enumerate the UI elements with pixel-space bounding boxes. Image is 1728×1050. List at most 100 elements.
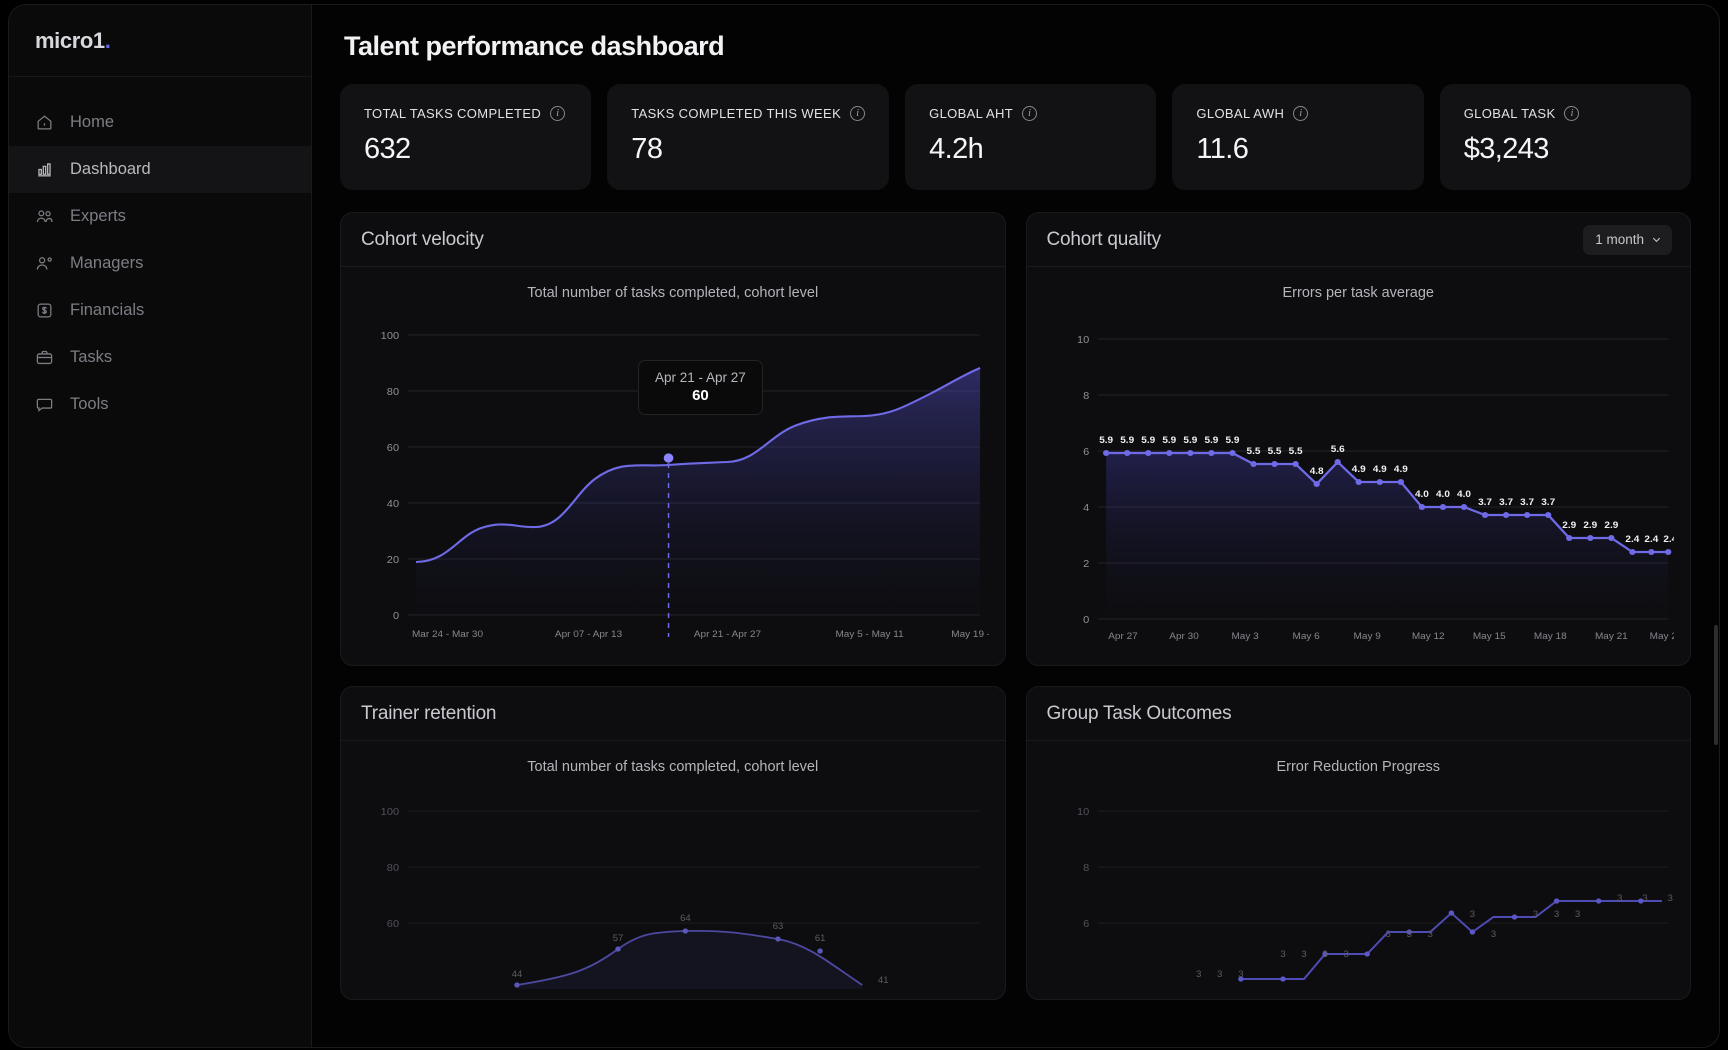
svg-text:57: 57	[613, 933, 624, 943]
panel-body: Total number of tasks completed, cohort …	[341, 267, 1005, 665]
brand-logo[interactable]: micro1.	[35, 27, 111, 54]
svg-text:Apr 27: Apr 27	[1108, 631, 1137, 642]
group-task-outcomes-svg: 10 8 6 3 3	[1077, 806, 1672, 982]
stat-card-total-tasks-completed: TOTAL TASKS COMPLETED i 632	[340, 84, 592, 190]
stat-value: 4.2h	[929, 133, 984, 165]
app-window: micro1. Home Dashboard Experts	[8, 4, 1720, 1048]
svg-text:3: 3	[1322, 949, 1327, 959]
panel-group-task-outcomes: Group Task Outcomes Error Reduction Prog…	[1025, 686, 1691, 1000]
svg-text:5.9: 5.9	[1120, 435, 1134, 446]
info-icon[interactable]: i	[1293, 106, 1309, 121]
sidebar-item-experts[interactable]: Experts	[9, 193, 311, 240]
svg-text:80: 80	[387, 386, 399, 398]
svg-text:3: 3	[1553, 909, 1558, 919]
svg-text:5.9: 5.9	[1204, 435, 1218, 446]
chart-subtitle: Total number of tasks completed, cohort …	[527, 285, 819, 301]
svg-text:Apr 07 - Apr 13: Apr 07 - Apr 13	[555, 629, 622, 640]
chat-icon	[35, 395, 54, 414]
panel-body: Errors per task average	[1027, 267, 1691, 665]
svg-text:May 15: May 15	[1472, 631, 1505, 642]
brand-dot: .	[104, 27, 111, 53]
sidebar-item-label: Managers	[70, 254, 144, 272]
chart-subtitle: Total number of tasks completed, cohort …	[527, 759, 819, 775]
chart-cohort-velocity[interactable]: 100 80 60 40 20 0	[357, 315, 989, 655]
stat-card-global-awh: GLOBAL AWH i 11.6	[1172, 84, 1424, 190]
svg-text:6: 6	[1083, 918, 1089, 930]
svg-text:4.9: 4.9	[1372, 464, 1386, 475]
svg-text:2.4: 2.4	[1663, 534, 1674, 545]
panel-header: Trainer retention	[341, 687, 1005, 741]
svg-text:3: 3	[1238, 969, 1243, 979]
svg-text:60: 60	[387, 442, 399, 454]
svg-text:80: 80	[387, 862, 399, 874]
svg-text:May 5 - May 11: May 5 - May 11	[835, 629, 903, 640]
stat-label-row: GLOBAL AHT i	[929, 106, 1132, 121]
user-gear-icon	[35, 254, 54, 273]
panel-header: Cohort quality 1 month	[1026, 213, 1690, 267]
stat-label-row: TOTAL TASKS COMPLETED i	[364, 106, 567, 121]
info-icon[interactable]: i	[1022, 106, 1038, 121]
info-icon[interactable]: i	[1564, 106, 1580, 121]
svg-text:4.0: 4.0	[1414, 489, 1428, 500]
stat-card-tasks-completed-this-week: TASKS COMPLETED THIS WEEK i 78	[607, 84, 890, 190]
svg-text:May 3: May 3	[1231, 631, 1258, 642]
chevron-down-icon	[1652, 237, 1661, 243]
sidebar-item-label: Dashboard	[70, 160, 151, 178]
panel-title: Cohort quality	[1046, 228, 1162, 250]
panel-body: Error Reduction Progress 10 8 6	[1027, 741, 1691, 999]
retention-area	[516, 930, 863, 989]
svg-text:2.4: 2.4	[1625, 534, 1639, 545]
svg-text:5.9: 5.9	[1141, 435, 1155, 446]
sidebar-item-tasks[interactable]: Tasks	[9, 334, 311, 381]
svg-text:8: 8	[1083, 390, 1089, 402]
svg-text:3: 3	[1406, 929, 1411, 939]
svg-text:100: 100	[381, 330, 399, 342]
svg-text:6: 6	[1083, 446, 1089, 458]
svg-text:10: 10	[1077, 806, 1089, 818]
panel-title: Cohort velocity	[361, 228, 484, 250]
panel-cohort-velocity: Cohort velocity Total number of tasks co…	[340, 212, 1006, 666]
chart-subtitle: Error Reduction Progress	[1276, 759, 1441, 775]
panel-title: Group Task Outcomes	[1046, 702, 1232, 724]
info-icon[interactable]: i	[850, 106, 866, 121]
quality-area	[1105, 453, 1668, 619]
svg-text:3.7: 3.7	[1478, 497, 1492, 508]
svg-text:5.5: 5.5	[1246, 446, 1260, 457]
stat-label-row: TASKS COMPLETED THIS WEEK i	[631, 106, 866, 121]
svg-text:63: 63	[773, 921, 784, 931]
stat-value: 11.6	[1196, 133, 1249, 165]
home-icon	[35, 113, 54, 132]
chart-trainer-retention[interactable]: 100 80 60 44	[357, 789, 989, 989]
sidebar-item-home[interactable]: Home	[9, 99, 311, 146]
svg-text:3: 3	[1427, 929, 1432, 939]
stat-label-row: GLOBAL TASK i	[1464, 106, 1667, 121]
quality-line	[1105, 451, 1668, 554]
vertical-scrollbar[interactable]	[1714, 625, 1718, 745]
sidebar-item-tools[interactable]: Tools	[9, 381, 311, 428]
panel-row-top: Cohort velocity Total number of tasks co…	[340, 212, 1691, 666]
stat-card-global-aht: GLOBAL AHT i 4.2h	[905, 84, 1157, 190]
svg-text:Apr 30: Apr 30	[1169, 631, 1199, 642]
chart-group-task-outcomes[interactable]: 10 8 6 3 3	[1043, 789, 1675, 989]
velocity-highlight-dot[interactable]	[663, 453, 674, 463]
info-icon[interactable]: i	[550, 106, 566, 121]
svg-text:3.7: 3.7	[1499, 497, 1513, 508]
sidebar-nav: Home Dashboard Experts Managers	[9, 77, 311, 428]
svg-text:May 19 - May 25: May 19 - May 25	[951, 629, 988, 640]
stat-value: 632	[364, 133, 411, 165]
svg-text:3: 3	[1642, 893, 1647, 903]
sidebar-item-managers[interactable]: Managers	[9, 240, 311, 287]
range-select[interactable]: 1 month	[1583, 224, 1672, 255]
svg-text:5.5: 5.5	[1288, 446, 1302, 457]
panel-cohort-quality: Cohort quality 1 month Errors per task a…	[1025, 212, 1691, 666]
svg-text:61: 61	[815, 933, 826, 943]
panel-title: Trainer retention	[361, 702, 497, 724]
sidebar-item-financials[interactable]: Financials	[9, 287, 311, 334]
svg-text:Mar 24 - Mar 30: Mar 24 - Mar 30	[412, 629, 484, 640]
velocity-line	[415, 367, 981, 564]
chart-cohort-quality[interactable]: 10 8 6 4 2 0	[1043, 315, 1674, 655]
cohort-velocity-svg: 100 80 60 40 20 0	[381, 330, 989, 640]
retention-data-labels: 44 57 64 63 61 41	[512, 913, 889, 985]
sidebar-item-dashboard[interactable]: Dashboard	[9, 146, 311, 193]
svg-text:3: 3	[1280, 949, 1285, 959]
